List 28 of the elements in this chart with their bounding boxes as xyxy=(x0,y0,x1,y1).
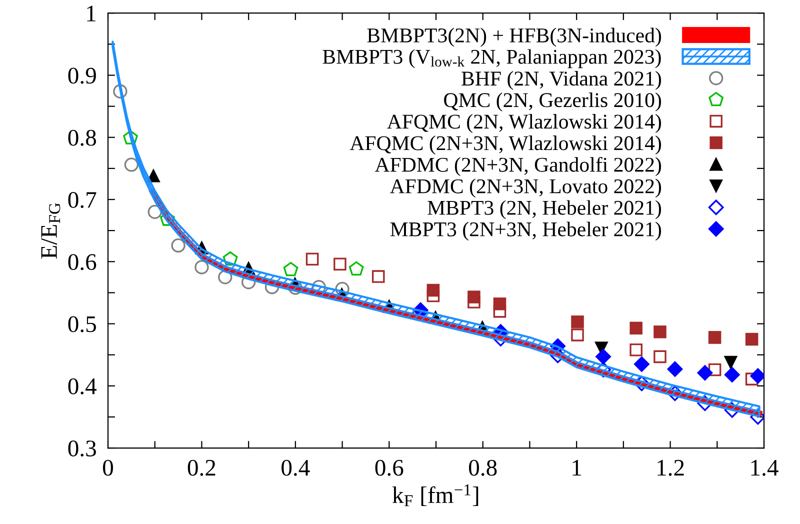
x-tick-label: 1 xyxy=(572,460,582,476)
legend-label: BMBPT3 (V$_{low-k}$ 2N, Palaniappan 2023) xyxy=(322,49,661,68)
y-tick-label: 0.5 xyxy=(68,316,96,332)
legend-label: BMBPT3(2N) + HFB(3N-induced) xyxy=(367,28,662,47)
legend-label: MBPT3 (2N+3N, Hebeler 2021) xyxy=(390,222,661,241)
legend-label: AFQMC (2N+3N, Wlazlowski 2014) xyxy=(350,136,661,154)
legend-label: AFDMC (2N+3N, Gandolfi 2022) xyxy=(374,156,661,176)
x-axis-title: k$_{F}$ [fm$^{−1}$] xyxy=(392,484,478,506)
x-tick-label: 0.4 xyxy=(282,460,310,476)
y-tick-label: 0.8 xyxy=(68,130,96,146)
x-tick-label: 0.6 xyxy=(375,460,404,476)
y-tick-label: 1 xyxy=(87,6,96,22)
x-tick-label: 1.4 xyxy=(751,460,778,476)
legend-label: AFQMC (2N, Wlazlowski 2014) xyxy=(387,114,661,133)
x-tick-label: 0.2 xyxy=(188,460,216,476)
legend-label: AFDMC (2N+3N, Lovato 2022) xyxy=(390,178,661,198)
x-tick-label: 1.2 xyxy=(658,460,684,476)
legend-label: MBPT3 (2N, Hebeler 2021) xyxy=(428,200,661,220)
y-tick-label: 0.3 xyxy=(68,440,96,457)
x-tick-label: 0 xyxy=(102,460,114,476)
y-tick-label: 0.4 xyxy=(68,378,97,394)
x-tick-label: 0.8 xyxy=(469,460,497,476)
y-axis-title: E/E$_{FG}$ xyxy=(41,203,60,259)
y-tick-label: 0.9 xyxy=(68,68,96,84)
legend-label: QMC (2N, Gezerlis 2010) xyxy=(444,92,661,112)
y-tick-label: 0.7 xyxy=(68,192,96,208)
y-tick-label: 0.6 xyxy=(68,254,96,270)
legend-label: BHF (2N, Vidana 2021) xyxy=(462,70,661,90)
